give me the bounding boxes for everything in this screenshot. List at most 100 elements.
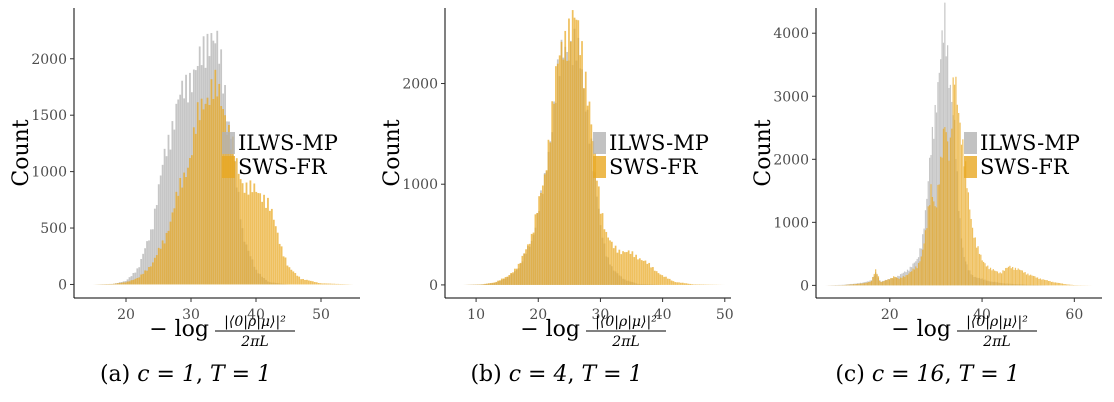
bar — [296, 275, 299, 285]
bar — [659, 274, 662, 285]
bar — [876, 273, 878, 286]
bar — [233, 161, 236, 285]
bar — [622, 251, 624, 285]
bar — [963, 166, 965, 286]
bar — [952, 77, 954, 286]
bar — [904, 276, 906, 286]
x-axis-label-numerator: |⟨0|ρ|μ⟩|² — [966, 314, 1028, 330]
bar — [685, 283, 688, 285]
bar — [1066, 284, 1068, 286]
bar — [566, 60, 568, 285]
bar — [1064, 284, 1066, 286]
bar — [257, 193, 260, 285]
bar — [891, 278, 893, 286]
bar — [220, 106, 223, 285]
bar — [228, 124, 230, 285]
bar — [657, 273, 660, 285]
bar — [1027, 273, 1029, 286]
bar — [596, 180, 598, 285]
bar — [181, 80, 184, 285]
bar — [486, 283, 488, 285]
y-tick-label: 0 — [58, 277, 67, 293]
bar — [866, 282, 868, 286]
bar — [579, 55, 582, 285]
bar — [528, 243, 531, 285]
bar — [947, 141, 949, 286]
bar — [655, 271, 658, 285]
legend-label: ILWS-MP — [980, 131, 1080, 155]
bar — [315, 282, 318, 285]
bar — [949, 137, 951, 286]
bar — [977, 246, 979, 286]
bar — [534, 214, 537, 285]
bar — [317, 282, 320, 285]
y-tick-label: 0 — [800, 278, 809, 294]
bar — [109, 283, 111, 285]
caption-c-panel: (c) c = 16, T = 1 — [742, 362, 1113, 387]
bar — [541, 185, 544, 285]
x-axis-label-prefix: − log — [149, 317, 209, 342]
caption-b: (b) c = 4, T = 1 — [371, 362, 742, 387]
bar — [998, 273, 1000, 286]
bar — [855, 283, 857, 286]
bar — [484, 283, 486, 285]
bar — [150, 229, 152, 285]
bar — [938, 184, 940, 286]
bar — [506, 276, 509, 285]
bar — [482, 284, 485, 285]
bar — [869, 281, 871, 286]
bar — [937, 82, 939, 286]
x-tick-label: 40 — [973, 307, 991, 323]
bar — [130, 280, 133, 285]
bar — [1060, 283, 1062, 286]
bar — [845, 284, 848, 286]
bar — [189, 157, 191, 285]
bar — [175, 191, 178, 285]
bar — [934, 206, 936, 286]
bar — [525, 249, 527, 285]
bar — [321, 283, 324, 285]
bar — [185, 177, 187, 285]
bar — [851, 284, 853, 286]
bar — [1017, 268, 1019, 286]
bar — [181, 187, 184, 285]
bar — [599, 213, 602, 285]
bar — [495, 281, 498, 285]
bar — [583, 88, 585, 285]
bar — [935, 112, 938, 286]
bar — [536, 212, 539, 285]
bar — [920, 256, 922, 286]
bar — [212, 98, 215, 285]
bar — [491, 282, 494, 285]
bar — [269, 210, 271, 285]
bar — [253, 183, 256, 285]
bar — [1009, 265, 1011, 286]
bar — [1032, 275, 1035, 286]
bar — [261, 201, 263, 285]
bar — [171, 121, 174, 285]
panel-c: 0 1000 2000 3000 4000 20 40 60 Count − log |⟨0|ρ|μ… — [742, 0, 1113, 402]
bar — [200, 98, 203, 285]
bar — [607, 237, 609, 285]
bar — [1052, 281, 1054, 286]
bar — [689, 283, 692, 285]
bar — [899, 277, 902, 286]
bar — [937, 184, 939, 286]
bar — [251, 192, 254, 285]
x-tick-label: 40 — [654, 307, 672, 323]
bar — [857, 283, 859, 286]
bar — [230, 149, 232, 285]
bar — [1046, 280, 1048, 286]
bar — [637, 259, 639, 285]
bar — [915, 266, 917, 286]
x-axis-label-denominator: 2πL — [240, 334, 268, 350]
bar — [1054, 282, 1057, 286]
bar — [540, 192, 542, 285]
bar — [487, 283, 490, 285]
bar — [521, 255, 524, 285]
bar — [620, 254, 623, 285]
bar — [329, 283, 332, 285]
bar — [146, 241, 148, 285]
bar — [235, 158, 238, 285]
legend-label: ILWS-MP — [238, 131, 338, 155]
